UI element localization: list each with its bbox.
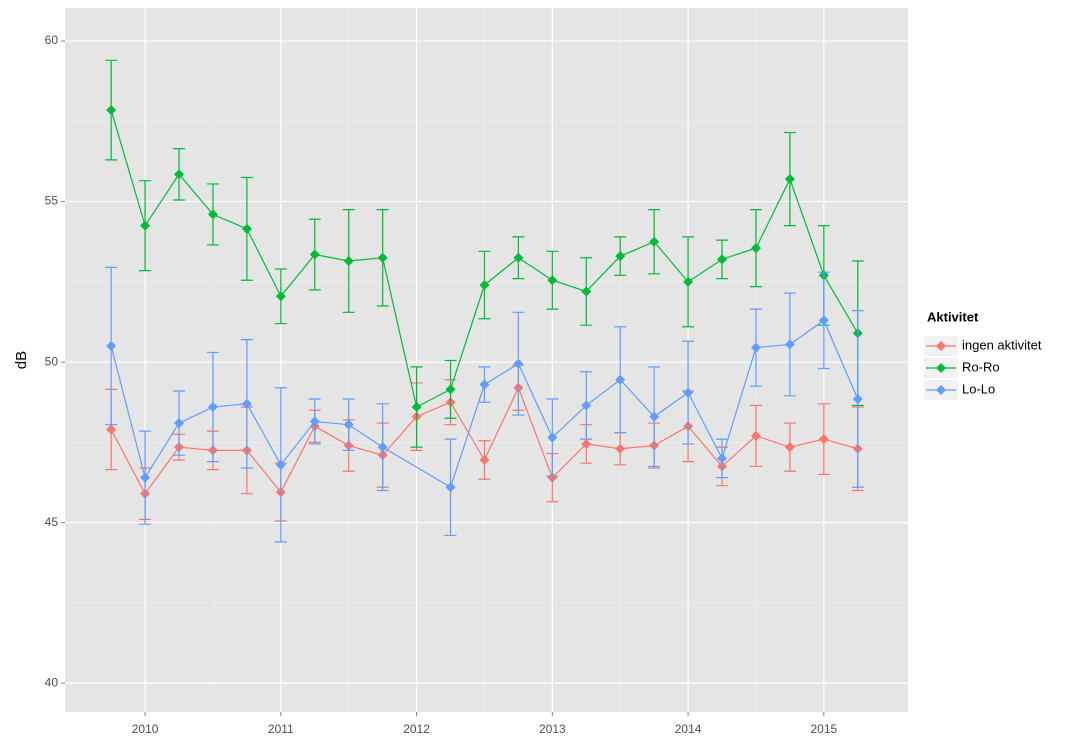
point [241,223,252,234]
point [445,384,456,395]
point [275,291,286,302]
point [717,254,728,265]
point [513,252,524,263]
point [241,398,252,409]
point [683,276,694,287]
point [818,434,829,445]
x-tick-label: 2010 [132,722,159,736]
y-tick-label: 60 [45,33,59,47]
legend-label: Lo-Lo [962,381,995,396]
point [615,251,626,262]
point [784,339,795,350]
point [818,315,829,326]
point [309,416,320,427]
point [750,243,761,254]
point [784,174,795,185]
y-axis-label: dB [13,351,30,369]
point [852,394,863,405]
point [479,379,490,390]
point [615,374,626,385]
panel [65,8,908,712]
point [547,432,558,443]
point [309,249,320,260]
point [581,286,592,297]
point [581,438,592,449]
point [581,400,592,411]
point [479,454,490,465]
x-tick-label: 2015 [810,722,837,736]
point [207,209,218,220]
point [207,402,218,413]
legend-point [936,385,946,395]
y-tick-label: 40 [45,675,59,689]
point [717,453,728,464]
y-tick-label: 50 [45,354,59,368]
point [411,402,422,413]
legend-point [936,341,946,351]
point [750,430,761,441]
point [140,220,151,231]
point [343,255,354,266]
point [343,419,354,430]
point [275,459,286,470]
point [513,358,524,369]
point [377,442,388,453]
point [615,443,626,454]
x-tick-label: 2012 [403,722,430,736]
point [649,236,660,247]
point [106,424,117,435]
point [649,411,660,422]
y-tick-label: 55 [45,194,59,208]
point [547,275,558,286]
y-tick-label: 45 [45,515,59,529]
x-tick-label: 2014 [675,722,702,736]
point [750,342,761,353]
point [784,442,795,453]
point [479,280,490,291]
point [377,252,388,263]
x-tick-label: 2013 [539,722,566,736]
legend-label: ingen aktivitet [962,337,1042,352]
point [174,418,185,429]
legend-point [936,363,946,373]
point [445,482,456,493]
point [140,472,151,483]
point [547,472,558,483]
legend-title: Aktivitet [927,309,979,324]
point [174,169,185,180]
legend-label: Ro-Ro [962,359,1000,374]
point [106,105,117,116]
x-tick-label: 2011 [268,722,294,736]
point [106,341,117,352]
point [683,387,694,398]
series-line [110,319,859,489]
